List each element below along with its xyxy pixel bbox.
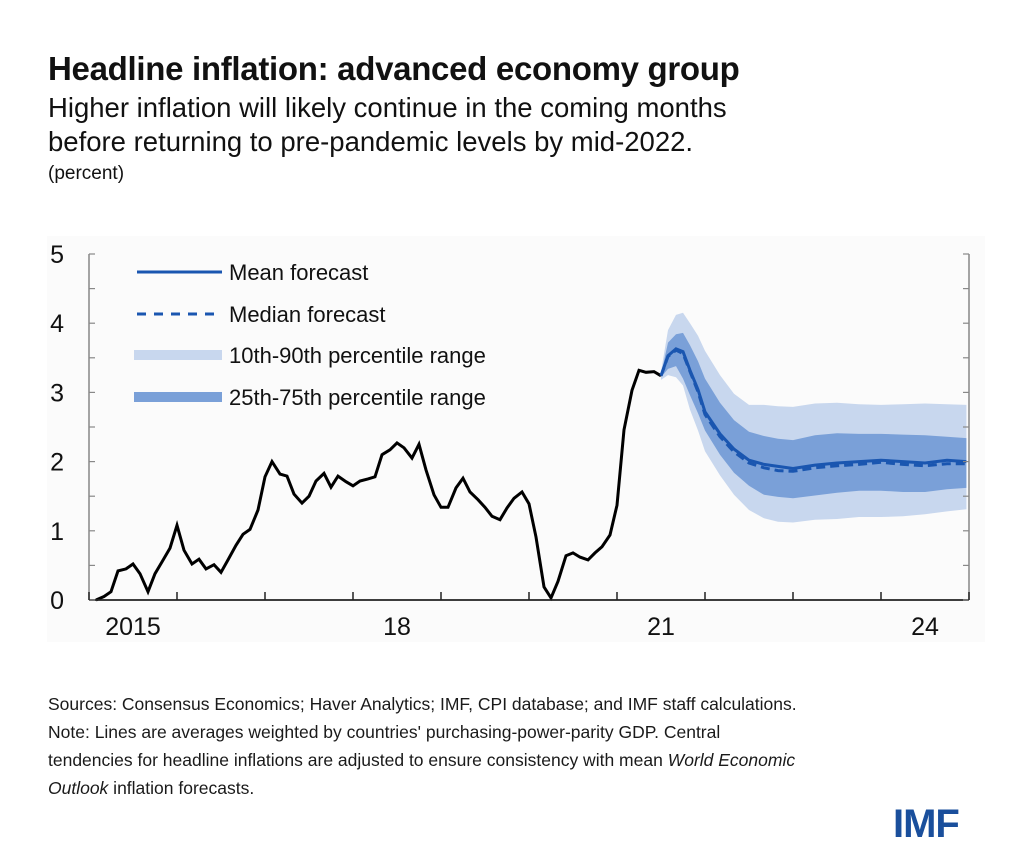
y-tick-label: 1 <box>50 518 64 546</box>
x-tick-label: 2015 <box>105 613 161 641</box>
publication-title: World Economic <box>667 750 796 770</box>
band-25th-75th <box>661 332 967 499</box>
legend-label: 10th-90th percentile range <box>229 343 486 368</box>
legend-label: Mean forecast <box>229 260 368 285</box>
chart-title: Headline inflation: advanced economy gro… <box>48 50 740 87</box>
legend-label: 25th-75th percentile range <box>229 385 486 410</box>
note-line-1: Note: Lines are averages weighted by cou… <box>48 722 721 742</box>
subtitle-line-1: Higher inflation will likely continue in… <box>48 92 727 123</box>
x-tick-label: 18 <box>383 613 411 641</box>
y-tick-label: 5 <box>50 241 64 269</box>
y-tick-label: 2 <box>50 449 64 477</box>
legend-label: Median forecast <box>229 302 386 327</box>
y-tick-label: 0 <box>50 587 64 615</box>
subtitle-line-2: before returning to pre-pandemic levels … <box>48 126 694 157</box>
chart-subtitle: Higher inflation will likely continue in… <box>48 91 727 159</box>
x-tick-label: 21 <box>647 613 675 641</box>
inflation-chart: 0 1 2 3 4 5 2015 18 21 24 Mean forecast Median for… <box>50 241 970 641</box>
y-tick-label: 4 <box>50 310 64 338</box>
mean-forecast-line <box>659 347 967 471</box>
imf-logo: IMF <box>893 802 960 846</box>
note-text: tendencies for headline inflations are a… <box>48 750 668 770</box>
sources-text: Sources: Consensus Economics; Haver Anal… <box>48 694 797 714</box>
y-tick-label: 3 <box>50 379 64 407</box>
note-text: inflation forecasts. <box>108 778 255 798</box>
note-line-3: Outlook inflation forecasts. <box>48 774 988 802</box>
note-line-2: tendencies for headline inflations are a… <box>48 746 988 774</box>
units-label: (percent) <box>48 163 125 184</box>
publication-title: Outlook <box>48 778 109 798</box>
history-line <box>95 368 662 602</box>
chart-notes: Sources: Consensus Economics; Haver Anal… <box>48 690 988 802</box>
x-tick-label: 24 <box>911 613 939 641</box>
